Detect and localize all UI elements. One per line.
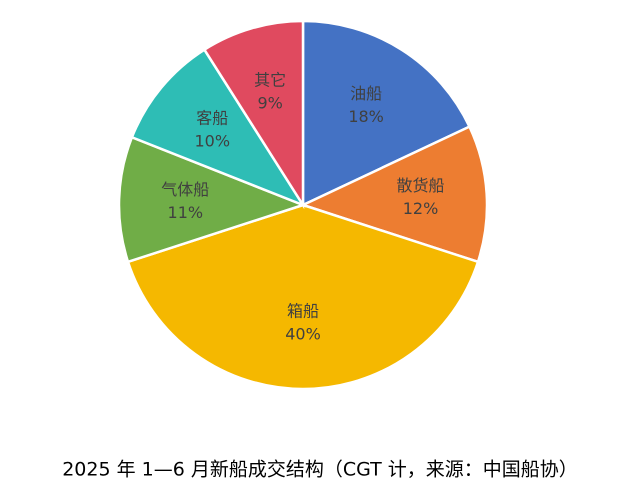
slice-label: 客船 xyxy=(196,108,228,127)
pie-slice xyxy=(299,124,489,264)
pie-slice xyxy=(301,19,472,207)
pie-slice xyxy=(117,135,307,264)
slice-value: 12% xyxy=(403,199,439,218)
chart-title: 2025 年 1—6 月新船成交结构（CGT 计，来源：中国船协） xyxy=(62,459,578,481)
pie-slice xyxy=(202,19,305,210)
slice-value: 11% xyxy=(168,203,204,222)
slice-label: 气体船 xyxy=(161,180,209,199)
slice-label: 其它 xyxy=(254,70,286,89)
slice-value: 9% xyxy=(257,93,282,112)
slice-value: 10% xyxy=(194,131,230,150)
slice-value: 18% xyxy=(348,107,384,126)
pie-slice xyxy=(126,203,480,391)
slice-value: 40% xyxy=(285,324,321,343)
slice-label: 散货船 xyxy=(397,176,445,195)
slice-label: 油船 xyxy=(350,84,382,103)
slice-label: 箱船 xyxy=(287,301,319,320)
pie-slice xyxy=(130,47,307,208)
